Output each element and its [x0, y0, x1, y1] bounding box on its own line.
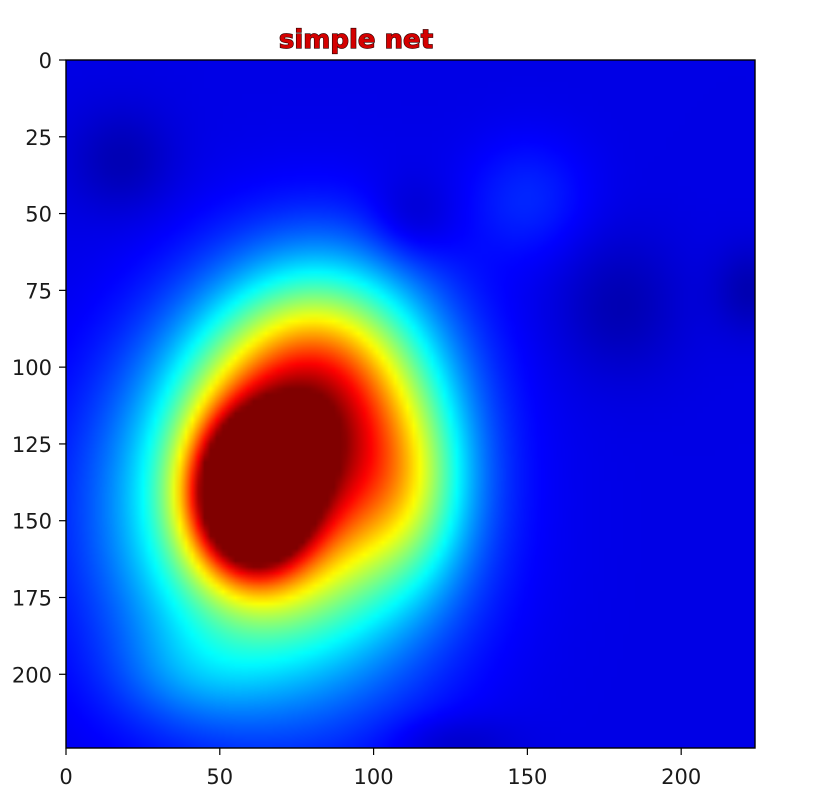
plot-frame [65, 59, 756, 749]
heatmap-raster [66, 60, 755, 748]
y-tick-label: 150 [12, 510, 52, 534]
y-tick-label: 0 [39, 49, 52, 73]
x-tick-label: 50 [206, 765, 233, 789]
x-tick-label: 150 [507, 765, 547, 789]
y-tick-label: 100 [12, 356, 52, 380]
x-tick-label: 100 [354, 765, 394, 789]
y-tick-label: 175 [12, 587, 52, 611]
x-axis: 0 50 100 150 200 [59, 748, 701, 789]
y-tick-label: 200 [12, 663, 52, 687]
y-tick-label: 125 [12, 433, 52, 457]
chart-title: simple net [279, 25, 433, 55]
y-tick-label: 50 [25, 203, 52, 227]
y-tick-label: 75 [25, 279, 52, 303]
heatmap-image [66, 60, 755, 748]
y-axis: 0 25 50 75 100 125 150 175 200 [12, 49, 66, 687]
x-tick-label: 200 [661, 765, 701, 789]
y-tick-label: 25 [25, 126, 52, 150]
x-tick-label: 0 [59, 765, 72, 789]
